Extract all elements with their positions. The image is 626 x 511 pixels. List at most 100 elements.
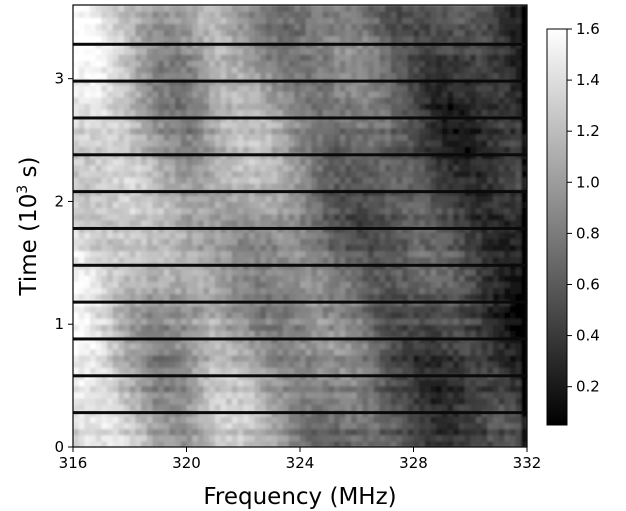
heatmap-cell	[430, 287, 437, 295]
heatmap-cell	[351, 391, 358, 399]
heatmap-cell	[282, 305, 290, 313]
heatmap-cell	[396, 275, 403, 282]
heatmap-cell	[146, 232, 154, 239]
heatmap-cell	[328, 434, 335, 442]
heatmap-cell	[481, 422, 488, 430]
heatmap-cell	[277, 367, 284, 374]
heatmap-cell	[356, 219, 364, 227]
heatmap-cell	[192, 416, 199, 424]
heatmap-cell	[453, 140, 460, 147]
heatmap-cell	[180, 232, 188, 239]
heatmap-cell	[300, 103, 307, 110]
heatmap-cell	[248, 133, 256, 141]
heatmap-cell	[419, 268, 426, 276]
heatmap-cell	[73, 170, 80, 178]
heatmap-cell	[407, 391, 415, 399]
heatmap-cell	[203, 103, 210, 110]
heatmap-cell	[368, 109, 375, 117]
heatmap-cell	[163, 391, 171, 399]
heatmap-cell	[407, 84, 415, 92]
heatmap-cell	[141, 361, 148, 368]
heatmap-cell	[84, 183, 91, 190]
heatmap-cell	[424, 440, 432, 447]
heatmap-cell	[260, 385, 267, 393]
heatmap-cell	[243, 305, 250, 313]
heatmap-cell	[197, 219, 205, 227]
heatmap-cell	[362, 97, 369, 104]
heatmap-cell	[447, 391, 454, 399]
heatmap-cell	[413, 72, 420, 80]
heatmap-cell	[300, 158, 307, 166]
heatmap-cell	[135, 84, 142, 92]
heatmap-cell	[112, 281, 119, 288]
heatmap-cell	[124, 72, 131, 80]
heatmap-cell	[265, 127, 273, 135]
heatmap-cell	[458, 250, 466, 258]
heatmap-cell	[424, 84, 432, 92]
heatmap-cell	[84, 342, 91, 350]
heatmap-cell	[385, 127, 392, 135]
heatmap-cell	[152, 219, 159, 227]
heatmap-cell	[169, 66, 176, 74]
heatmap-cell	[152, 97, 159, 104]
heatmap-cell	[271, 140, 278, 147]
heatmap-cell	[101, 324, 108, 331]
heatmap-cell	[220, 146, 227, 153]
heatmap-cell	[521, 275, 527, 282]
heatmap-cell	[305, 287, 312, 295]
heatmap-cell	[441, 391, 449, 399]
heatmap-cell	[192, 238, 199, 246]
heatmap-cell	[385, 311, 392, 319]
heatmap-cell	[475, 170, 483, 178]
heatmap-cell	[135, 207, 142, 215]
heatmap-cell	[78, 342, 85, 350]
heatmap-cell	[243, 256, 250, 264]
heatmap-cell	[209, 305, 216, 313]
heatmap-cell	[146, 354, 154, 362]
heatmap-cell	[424, 305, 432, 313]
heatmap-cell	[169, 213, 176, 221]
heatmap-cell	[152, 146, 159, 153]
heatmap-cell	[112, 84, 119, 92]
heatmap-cell	[345, 361, 352, 368]
heatmap-cell	[231, 238, 239, 246]
heatmap-cell	[282, 140, 290, 147]
heatmap-cell	[521, 195, 527, 203]
heatmap-cell	[504, 72, 511, 80]
heatmap-cell	[430, 256, 437, 264]
heatmap-cell	[95, 318, 102, 325]
heatmap-cell	[368, 201, 375, 209]
heatmap-cell	[390, 397, 398, 405]
heatmap-cell	[175, 428, 182, 436]
heatmap-cell	[509, 176, 517, 184]
heatmap-cell	[504, 183, 511, 190]
heatmap-cell	[163, 140, 171, 147]
heatmap-cell	[214, 232, 222, 239]
heatmap-cell	[351, 311, 358, 319]
heatmap-cell	[277, 183, 284, 190]
heatmap-cell	[481, 103, 488, 110]
heatmap-cell	[226, 416, 233, 424]
heatmap-cell	[169, 201, 176, 209]
heatmap-cell	[197, 397, 205, 405]
heatmap-cell	[180, 158, 188, 166]
heatmap-cell	[78, 66, 85, 74]
heatmap-cell	[84, 109, 91, 117]
heatmap-cell	[146, 207, 154, 215]
heatmap-cell	[305, 127, 312, 135]
heatmap-cell	[441, 250, 449, 258]
heatmap-cell	[334, 287, 341, 295]
heatmap-cell	[175, 183, 182, 190]
heatmap-cell	[305, 72, 312, 80]
heatmap-cell	[197, 170, 205, 178]
heatmap-cell	[498, 66, 505, 74]
heatmap-cell	[317, 330, 324, 338]
heatmap-cell	[441, 97, 449, 104]
heatmap-cell	[175, 109, 182, 117]
heatmap-cell	[248, 318, 256, 325]
heatmap-cell	[260, 66, 267, 74]
heatmap-cell	[504, 195, 511, 203]
heatmap-cell	[124, 140, 131, 147]
heatmap-cell	[203, 219, 210, 227]
heatmap-cell	[521, 440, 527, 447]
